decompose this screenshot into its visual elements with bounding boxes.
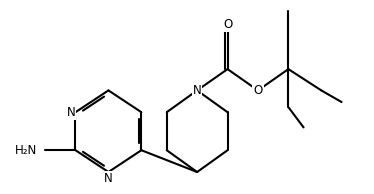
Text: H₂N: H₂N [15, 144, 37, 157]
Text: O: O [253, 84, 263, 97]
Text: N: N [67, 106, 76, 119]
Text: N: N [193, 84, 202, 97]
Text: N: N [104, 172, 113, 185]
Text: O: O [223, 18, 232, 31]
